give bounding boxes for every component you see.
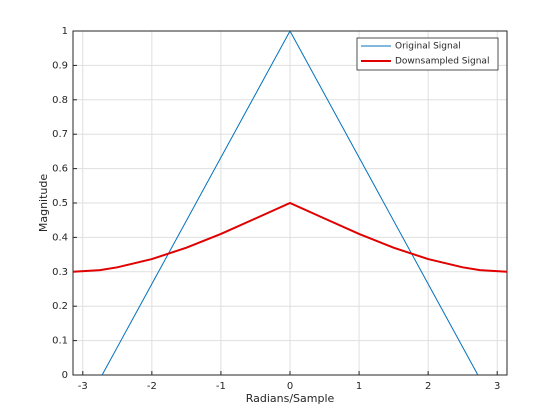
- x-tick-label: 3: [494, 381, 500, 392]
- y-tick-label: 1: [62, 26, 68, 37]
- x-tick-label: -3: [78, 381, 88, 392]
- plot-lines: [73, 31, 507, 375]
- x-tick-label: -1: [216, 381, 226, 392]
- y-tick-label: 0.8: [52, 95, 68, 106]
- data-line: [73, 201, 507, 273]
- y-tick-label: 0.6: [52, 164, 68, 175]
- y-tick-label: 0.9: [52, 60, 68, 71]
- y-tick-label: 0.1: [52, 336, 68, 347]
- legend-label: Original Signal: [395, 42, 461, 52]
- y-tick-label: 0.2: [52, 301, 68, 312]
- x-tick-label: -2: [147, 381, 157, 392]
- y-tick-label: 0.3: [52, 267, 68, 278]
- data-line: [101, 31, 479, 375]
- legend-label: Downsampled Signal: [395, 57, 489, 67]
- x-axis-label: Radians/Sample: [246, 392, 335, 405]
- x-tick-label: 1: [356, 381, 362, 392]
- legend-box: [356, 37, 499, 71]
- y-tick-label: 0.7: [52, 129, 68, 140]
- x-tick-label: 0: [287, 381, 293, 392]
- y-tick-label: 0.4: [52, 232, 68, 243]
- y-tick-label: 0: [62, 370, 68, 381]
- x-tick-label: 2: [425, 381, 431, 392]
- y-axis-label: Magnitude: [37, 174, 50, 233]
- y-tick-label: 0.5: [52, 198, 68, 209]
